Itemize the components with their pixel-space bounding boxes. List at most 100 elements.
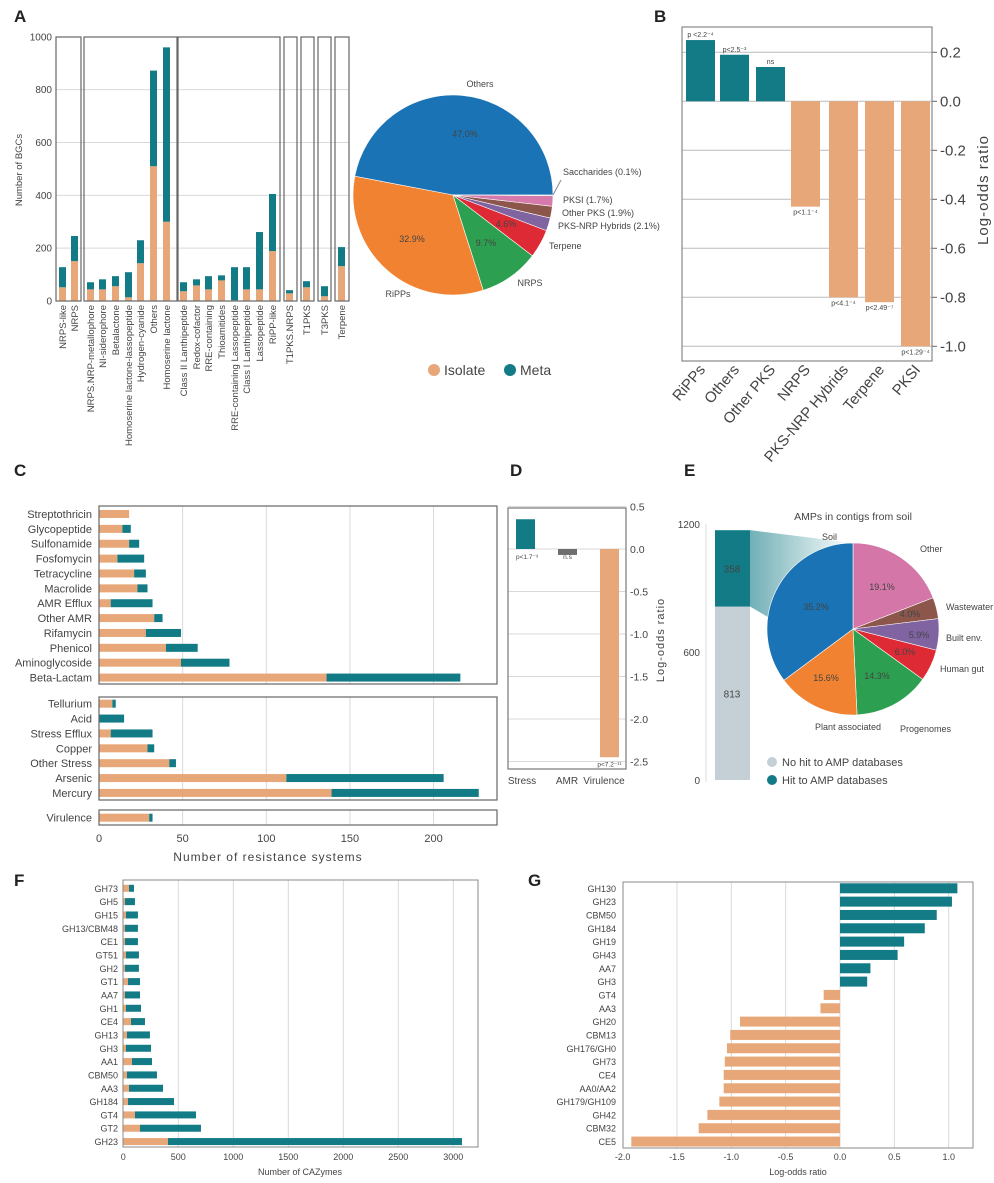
category-label: GH43 (592, 950, 616, 960)
bar-isolate (137, 263, 144, 301)
bar-meta (231, 267, 238, 301)
bar (723, 1083, 840, 1094)
bar (840, 936, 905, 947)
bar (840, 923, 925, 934)
pie-slice (852, 628, 924, 716)
bar-isolate (321, 296, 328, 301)
panel-frame (300, 36, 315, 302)
bar-hit (715, 530, 750, 607)
category-label: Redox-cofactor (192, 305, 203, 369)
y-tick-label: 0.2 (940, 44, 961, 61)
panel-frame (177, 36, 281, 302)
category-label: GT4 (100, 1110, 118, 1120)
bar-meta (125, 1004, 142, 1012)
bar-meta (169, 759, 176, 768)
bar-meta (165, 643, 198, 652)
bar-isolate (59, 287, 66, 301)
bar-isolate (218, 280, 225, 301)
y-tick-label: 400 (35, 191, 52, 202)
bar-meta (127, 978, 141, 986)
bar-meta (269, 193, 276, 252)
bar-isolate (99, 788, 332, 797)
y-tick-label: -0.5 (630, 587, 648, 599)
category-label: GH42 (592, 1110, 616, 1120)
x-axis-label: Number of CAZymes (258, 1167, 343, 1177)
category-label: Rifamycin (44, 628, 92, 640)
legend-isolate-marker (428, 364, 440, 376)
category-label: NRPS-like (58, 305, 69, 349)
p-value-label: p<4.1⁻⁴ (831, 300, 855, 307)
bar-meta (87, 282, 94, 290)
x-tick-label: 2000 (333, 1152, 353, 1162)
category-label: Virulence (583, 776, 625, 787)
category-label: Tellurium (48, 699, 92, 711)
category-label: RiPP-like (268, 305, 279, 344)
bar-meta (127, 1098, 175, 1106)
bar-isolate (99, 699, 113, 708)
bar-isolate (99, 744, 148, 753)
category-label: RRE-containing (204, 305, 215, 372)
category-label: PKSI (889, 362, 924, 399)
bar (865, 101, 894, 303)
bar-isolate (123, 898, 125, 906)
y-tick-label: -2.5 (630, 757, 648, 769)
category-label: GH13 (94, 1030, 118, 1040)
category-label: Other Stress (30, 758, 92, 770)
bar (840, 896, 952, 907)
pie-slice (352, 175, 484, 296)
panel-frame (334, 36, 350, 302)
bar-isolate (112, 286, 119, 301)
bar-isolate (256, 289, 263, 301)
bar-meta (125, 911, 138, 919)
bar-meta (140, 1124, 201, 1132)
p-value-label: p<2.5⁻³ (723, 47, 747, 54)
bar (686, 40, 715, 102)
slice-label: PKS-NRP Hybrids (2.1%) (558, 221, 660, 231)
slice-percent-label: 9.7% (476, 238, 497, 248)
bar (829, 101, 858, 298)
bar (726, 1043, 840, 1054)
pie-slice (452, 194, 554, 196)
slice-label: Other (920, 544, 943, 554)
y-tick-label: -1.0 (940, 338, 966, 355)
bar-isolate (123, 964, 125, 972)
bar (516, 519, 535, 549)
bar-isolate (99, 673, 327, 682)
bar (698, 1123, 840, 1134)
bar-isolate (99, 658, 181, 667)
bar-isolate (123, 1138, 168, 1146)
category-label: GH23 (94, 1137, 118, 1147)
x-tick-label: 200 (424, 833, 442, 845)
panel-label-b: B (654, 7, 666, 26)
category-label: Stress (508, 776, 536, 787)
slice-label: Saccharides (0.1%) (563, 167, 642, 177)
bar (723, 1069, 840, 1080)
bar-meta (147, 744, 155, 753)
bar-isolate (180, 291, 187, 301)
legend-hit-marker (767, 775, 777, 785)
category-label: CBM13 (586, 1030, 616, 1040)
bar (840, 949, 898, 960)
slice-percent-label: 14.3% (864, 671, 890, 681)
plot-frame (681, 26, 933, 362)
category-label: GH15 (94, 910, 118, 920)
category-label: Macrolide (44, 583, 92, 595)
y-tick-label: 600 (35, 138, 52, 149)
bar-isolate (123, 1018, 131, 1026)
category-label: GH20 (592, 1017, 616, 1027)
slice-label: NRPS (517, 278, 542, 288)
category-label: Glycopeptide (28, 524, 92, 536)
category-label: Hydrogen-cyanide (136, 305, 147, 382)
slice-percent-label: 4.0% (900, 609, 921, 619)
x-tick-label: 500 (171, 1152, 186, 1162)
category-label: CE4 (598, 1070, 616, 1080)
bar-meta (122, 524, 131, 533)
panel-frame (317, 36, 332, 302)
y-tick-label: -1.0 (630, 629, 648, 641)
category-label: GH73 (94, 884, 118, 894)
category-label: GH3 (99, 1044, 118, 1054)
slice-label: Others (466, 79, 494, 89)
bar (707, 1109, 840, 1120)
category-label: T3PKS (320, 305, 331, 335)
category-label: GH184 (587, 924, 616, 934)
